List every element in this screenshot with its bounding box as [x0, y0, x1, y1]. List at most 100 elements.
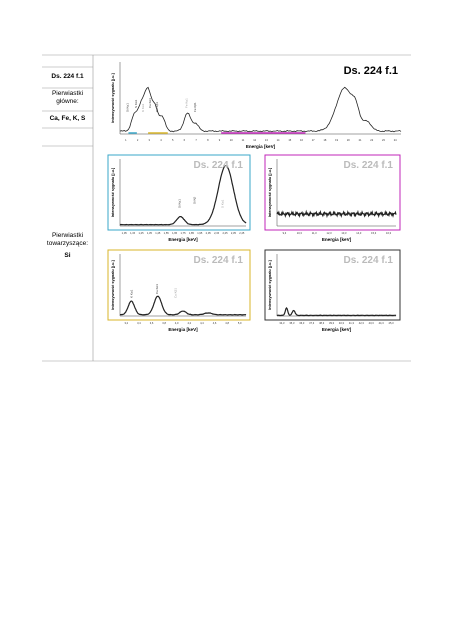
figure-frame [107, 154, 251, 231]
x-tick-label: 18 [323, 138, 326, 142]
x-tick-label: 37,3 [309, 321, 315, 325]
x-tick-label: 1,75 [180, 231, 186, 235]
y-axis-label: Intensywność sygnału [j.u.] [111, 259, 115, 309]
spectrum-curve [276, 307, 397, 317]
x-tick-label: 15 [288, 138, 291, 142]
x-tick-label: 8 [207, 138, 209, 142]
y-axis-label: Intensywność sygnału [j.u.] [111, 72, 115, 122]
x-tick-label: 12 [253, 138, 256, 142]
x-tick-label: 11 [242, 138, 245, 142]
peak-label: Ca Kα1 [155, 284, 159, 294]
peak-label: Fe Kα1 [184, 98, 188, 108]
peak-label: K Kα1 [130, 289, 134, 298]
x-tick-label: 1,65 [172, 231, 178, 235]
x-tick-label: 1,15 [130, 231, 136, 235]
x-tick-label: 3,2 [124, 321, 128, 325]
spectrum-curve [119, 86, 402, 133]
x-tick-label: 10,3 [297, 231, 303, 235]
x-tick-label: 16,3 [386, 231, 392, 235]
x-tick-label: 3,4 [137, 321, 141, 325]
x-tick-label: 42,3 [359, 321, 365, 325]
elements: Ca, Fe, K, S [49, 115, 86, 122]
figure-title: Ds. 224 f.1 [194, 160, 244, 171]
peak-label: Fe Kβ1 [193, 102, 197, 112]
x-tick-label: 6 [184, 138, 186, 142]
spectrum-curve [119, 164, 247, 226]
peak-label: S Kα1 [220, 199, 224, 208]
x-tick-label: 1 [125, 138, 127, 142]
table-lines [42, 54, 411, 362]
sample-name: Ds. 224 f.1 [51, 73, 84, 80]
x-tick-label: 23 [382, 138, 385, 142]
x-tick-label: 2,05 [206, 231, 212, 235]
x-tick-label: 9,3 [283, 231, 287, 235]
figure-title: Ds. 224 f.1 [344, 65, 398, 77]
spectrum-figure: Ds. 224 f.11 2 3 4 5 6 7 8 9 10 11 12 13 14 15 16 17 18 19… [111, 62, 402, 149]
peak-label: Ca Kβ1 [155, 102, 159, 112]
x-tick-label: 2 [137, 138, 139, 142]
x-tick-label: 3,6 [150, 321, 154, 325]
x-tick-label: 5,0 [238, 321, 242, 325]
category-label: Pierwiastki towarzyszące: [46, 232, 89, 247]
peak-label: K Kα1 [141, 103, 145, 112]
x-tick-label: 9 [219, 138, 221, 142]
spectrum-figure: Ds. 224 f.1 34,3 35,3 36,3 37,3 38,3 39,3 40,3 4… [264, 249, 401, 332]
x-tick-label: 36,3 [299, 321, 305, 325]
spectrum-curve [119, 295, 247, 316]
x-tick-label: 41,3 [349, 321, 355, 325]
x-tick-label: 21 [359, 138, 362, 142]
x-tick-label: 4,2 [187, 321, 191, 325]
x-tick-label: 2,35 [231, 231, 237, 235]
x-tick-label: 10 [230, 138, 233, 142]
x-tick-label: 1,05 [122, 231, 128, 235]
x-tick-label: 1,85 [189, 231, 195, 235]
x-tick-label: 19 [335, 138, 338, 142]
x-tick-label: 14,3 [356, 231, 362, 235]
x-axis-label: Energia [keV] [322, 327, 352, 332]
figure-frame [264, 154, 401, 231]
x-axis-label: Energia [keV] [168, 327, 198, 332]
x-tick-label: 3,8 [162, 321, 166, 325]
x-tick-label: 1,25 [138, 231, 144, 235]
x-tick-label: 4,8 [225, 321, 229, 325]
category-label: Pierwiastki główne: [51, 90, 84, 105]
x-tick-label: 43,3 [369, 321, 375, 325]
x-tick-label: 12,3 [327, 231, 333, 235]
figure-title: Ds. 224 f.1 [344, 160, 394, 171]
x-tick-label: 40,3 [339, 321, 345, 325]
peak-label: Si Kα1 [177, 199, 181, 208]
x-axis-label: Energia [keV] [246, 144, 276, 149]
x-tick-label: 1,35 [147, 231, 153, 235]
x-tick-label: 4 [160, 138, 162, 142]
figure-frame [107, 249, 251, 321]
x-tick-label: 4,6 [213, 321, 217, 325]
x-tick-label: 34,3 [279, 321, 285, 325]
y-axis-label: Intensywność sygnału [j.u.] [268, 259, 272, 309]
x-tick-label: 4,4 [200, 321, 204, 325]
x-tick-label: 24 [394, 138, 397, 142]
peak-label: S Kα1 [134, 99, 138, 108]
figure-title: Ds. 224 f.1 [194, 255, 244, 266]
x-tick-label: 14 [277, 138, 280, 142]
x-tick-label: 13 [265, 138, 268, 142]
x-tick-label: 2,25 [222, 231, 228, 235]
x-tick-label: 45,3 [389, 321, 395, 325]
figure-title: Ds. 224 f.1 [344, 255, 394, 266]
spectrum-figure: Ds. 224 f.11,05 1,15 1,25 1,35 1,45 1,55 1,65 1… [107, 154, 251, 242]
x-tick-label: 13,3 [341, 231, 347, 235]
x-tick-label: 20 [347, 138, 350, 142]
x-tick-label: 1,55 [164, 231, 170, 235]
x-tick-label: 17 [312, 138, 315, 142]
y-axis-label: Intensywność sygnału [j.u.] [111, 167, 115, 217]
x-tick-label: 11,3 [312, 231, 317, 235]
x-tick-label: 1,95 [197, 231, 203, 235]
peak-label: Ca Kα1 [148, 98, 152, 108]
x-tick-label: 1,45 [155, 231, 161, 235]
x-tick-label: 2,45 [239, 231, 245, 235]
x-tick-label: 16 [300, 138, 303, 142]
x-axis-label: Energia [keV] [322, 237, 352, 242]
peak-label: Ca Kβ1 [174, 288, 178, 298]
x-tick-label: 15,3 [371, 231, 377, 235]
